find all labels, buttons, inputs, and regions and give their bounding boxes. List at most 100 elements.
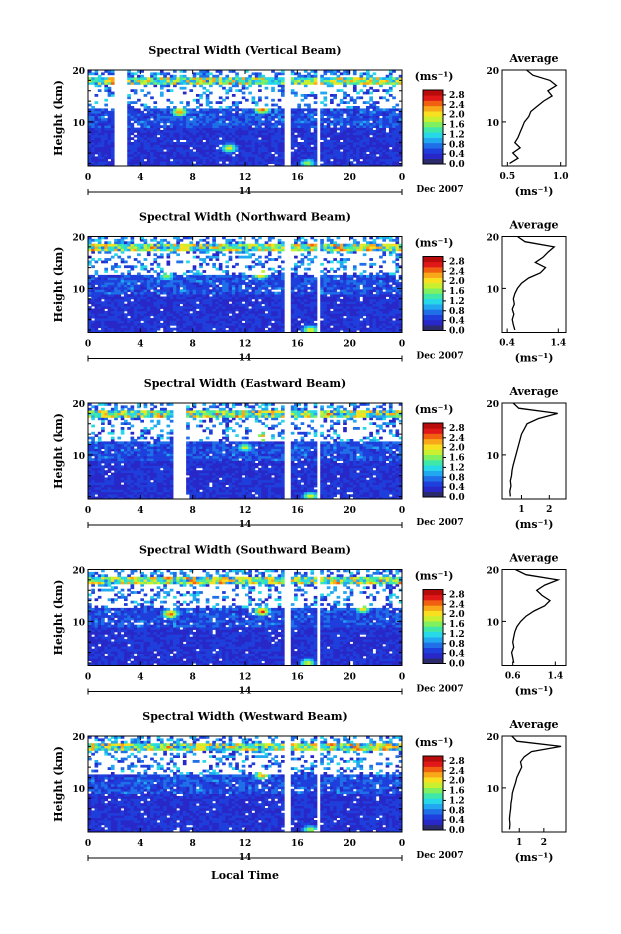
- heatmap-cell: [333, 313, 337, 316]
- heatmap-cell: [176, 318, 180, 321]
- heatmap-cell: [369, 87, 373, 90]
- heatmap-cell: [180, 249, 184, 252]
- heatmap-cell: [196, 77, 200, 80]
- heatmap-cell: [265, 249, 269, 252]
- heatmap-cell: [98, 159, 102, 162]
- heatmap-cell: [333, 289, 337, 292]
- heatmap-cell: [180, 118, 184, 121]
- heatmap-cell: [153, 318, 157, 321]
- heatmap-cell: [268, 152, 272, 155]
- heatmap-cell: [301, 118, 305, 121]
- heatmap-cell: [183, 246, 187, 249]
- heatmap-cell: [320, 156, 324, 159]
- heatmap-cell: [209, 128, 213, 131]
- heatmap-cell: [95, 316, 99, 319]
- heatmap-cell: [294, 318, 298, 321]
- heatmap-cell: [281, 94, 285, 97]
- heatmap-cell: [222, 130, 226, 133]
- heatmap-cell: [235, 323, 239, 326]
- heatmap-cell: [167, 275, 171, 278]
- heatmap-cell: [163, 80, 167, 83]
- heatmap-cell: [245, 294, 249, 297]
- heatmap-cell: [281, 154, 285, 157]
- heatmap-cell: [297, 325, 301, 328]
- heatmap-cell: [281, 72, 285, 75]
- heatmap-cell: [157, 323, 161, 326]
- y-axis-label: Height (km): [52, 80, 65, 156]
- heatmap-cell: [255, 128, 259, 131]
- heatmap-cell: [232, 147, 236, 150]
- heatmap-cell: [225, 80, 229, 83]
- heatmap-cell: [327, 270, 331, 273]
- heatmap-cell: [88, 325, 92, 328]
- heatmap-cell: [248, 144, 252, 147]
- heatmap-cell: [248, 147, 252, 150]
- heatmap-cell: [117, 306, 121, 309]
- heatmap-cell: [235, 147, 239, 150]
- heatmap-cell: [304, 301, 308, 304]
- heatmap-cell: [206, 77, 210, 80]
- heatmap-cell: [330, 154, 334, 157]
- heatmap-cell: [101, 244, 105, 247]
- heatmap-cell: [134, 142, 138, 145]
- colorbar-swatch: [423, 90, 443, 96]
- heatmap-cell: [216, 161, 220, 164]
- heatmap-cell: [222, 142, 226, 145]
- heatmap-cell: [245, 306, 249, 309]
- heatmap-cell: [327, 111, 331, 114]
- heatmap-cell: [111, 80, 115, 83]
- heatmap-cell: [180, 75, 184, 78]
- heatmap-cell: [88, 113, 92, 116]
- heatmap-cell: [131, 325, 135, 328]
- heatmap-cell: [199, 251, 203, 254]
- heatmap-cell: [206, 285, 210, 288]
- heatmap-cell: [232, 135, 236, 138]
- heatmap-cell: [111, 289, 115, 292]
- heatmap-cell: [229, 316, 233, 319]
- heatmap-cell: [324, 99, 328, 102]
- heatmap-cell: [271, 132, 275, 135]
- heatmap-cell: [242, 128, 246, 131]
- heatmap-cell: [301, 287, 305, 290]
- heatmap-cell: [258, 249, 262, 252]
- heatmap-cell: [193, 277, 197, 280]
- heatmap-cell: [176, 253, 180, 256]
- heatmap-cell: [281, 113, 285, 116]
- heatmap-cell: [229, 282, 233, 285]
- heatmap-cell: [225, 149, 229, 152]
- heatmap-cell: [258, 80, 262, 83]
- heatmap-cell: [314, 249, 318, 252]
- heatmap-cell: [340, 135, 344, 138]
- heatmap-cell: [363, 72, 367, 75]
- profile-frame: [502, 70, 566, 166]
- heatmap-cell: [310, 132, 314, 135]
- heatmap-cell: [206, 292, 210, 295]
- heatmap-cell: [163, 75, 167, 78]
- heatmap-cell: [356, 92, 360, 95]
- heatmap-cell: [153, 249, 157, 252]
- heatmap-cell: [229, 123, 233, 126]
- heatmap-cell: [147, 282, 151, 285]
- heatmap-cell: [363, 135, 367, 138]
- heatmap-cell: [307, 123, 311, 126]
- heatmap-cell: [121, 282, 125, 285]
- heatmap-cell: [167, 147, 171, 150]
- heatmap-cell: [356, 156, 360, 159]
- heatmap-cell: [274, 159, 278, 162]
- heatmap-cell: [229, 325, 233, 328]
- heatmap-cell: [252, 304, 256, 307]
- heatmap-cell: [307, 275, 311, 278]
- heatmap-cell: [206, 241, 210, 244]
- heatmap-cell: [147, 92, 151, 95]
- heatmap-cell: [157, 144, 161, 147]
- heatmap-cell: [193, 294, 197, 297]
- heatmap-cell: [307, 154, 311, 157]
- heatmap-cell: [104, 282, 108, 285]
- heatmap-cell: [98, 137, 102, 140]
- heatmap-cell: [127, 297, 131, 300]
- heatmap-cell: [127, 313, 131, 316]
- heatmap-cell: [271, 287, 275, 290]
- heatmap-cell: [193, 268, 197, 271]
- heatmap-cell: [111, 294, 115, 297]
- heatmap-cell: [225, 244, 229, 247]
